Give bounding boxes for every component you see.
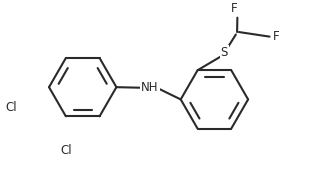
Text: Cl: Cl bbox=[60, 144, 72, 157]
Text: F: F bbox=[273, 30, 279, 43]
Text: F: F bbox=[231, 2, 238, 15]
Text: NH: NH bbox=[141, 81, 159, 94]
Text: S: S bbox=[220, 46, 228, 59]
Text: Cl: Cl bbox=[5, 101, 17, 114]
